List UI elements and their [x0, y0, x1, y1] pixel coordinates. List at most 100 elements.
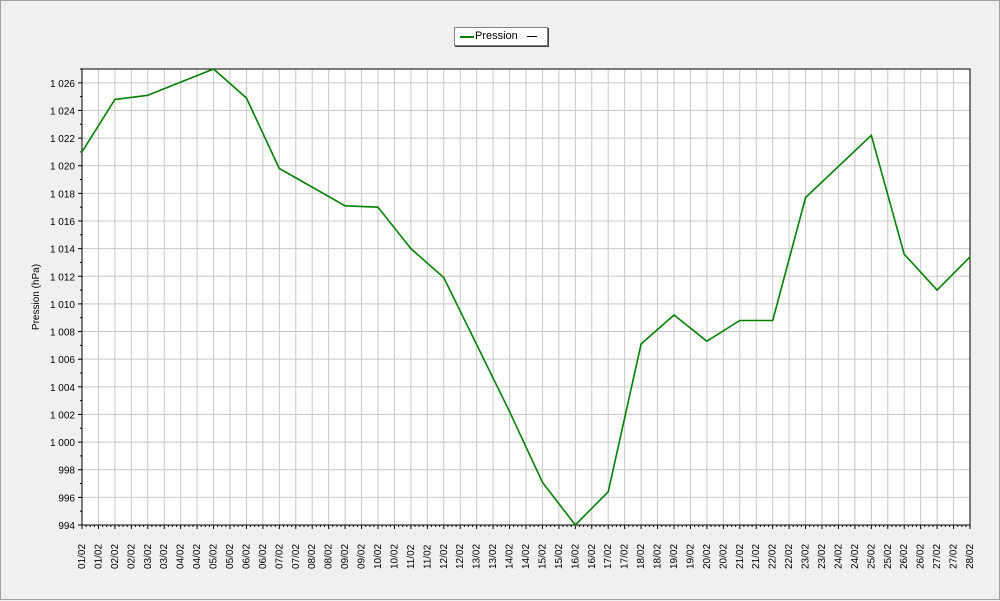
data-point — [212, 68, 215, 70]
x-tick-label: 21/02 — [735, 544, 746, 569]
x-tick-label: 23/02 — [817, 544, 828, 569]
data-point — [114, 98, 116, 101]
x-tick-label: 28/02 — [965, 544, 976, 569]
x-tick-label: 05/02 — [209, 544, 220, 569]
x-tick-label: 08/02 — [307, 544, 318, 569]
x-tick-label: 24/02 — [833, 544, 844, 569]
data-point — [377, 206, 379, 208]
y-tick-label: 1 010 — [50, 300, 75, 311]
x-tick-label: 13/02 — [472, 544, 483, 569]
x-tick-label: 05/02 — [225, 544, 236, 569]
y-tick-label: 1 018 — [50, 189, 75, 200]
data-point — [541, 481, 544, 484]
data-point — [870, 134, 873, 137]
data-point — [903, 253, 905, 255]
x-tick-label: 16/02 — [570, 544, 581, 569]
x-tick-label: 09/02 — [340, 544, 351, 569]
data-point — [607, 491, 609, 493]
x-tick-label: 11/02 — [406, 544, 417, 569]
x-tick-label: 10/02 — [373, 544, 384, 569]
y-tick-label: 996 — [58, 493, 75, 504]
x-tick-label: 17/02 — [603, 544, 614, 569]
y-axis-ticks — [78, 68, 82, 526]
x-tick-label: 15/02 — [554, 544, 565, 569]
data-point — [443, 276, 445, 279]
data-point — [245, 97, 248, 99]
x-axis-tick-labels: 01/02 01/02 02/02 02/02 03/02 03/02 04/02 04/02… — [77, 544, 976, 569]
x-minor-ticks — [81, 525, 971, 529]
data-point — [344, 205, 346, 207]
x-tick-label: 18/02 — [653, 544, 664, 569]
data-point — [410, 247, 412, 250]
legend-dash — [527, 36, 537, 37]
x-tick-label: 07/02 — [291, 544, 302, 569]
x-tick-label: 11/02 — [422, 544, 433, 569]
y-tick-label: 1 026 — [50, 79, 75, 90]
x-tick-label: 25/02 — [883, 544, 894, 569]
legend: Pression — [454, 27, 548, 46]
data-point — [771, 319, 774, 322]
x-tick-label: 03/02 — [159, 544, 170, 569]
x-tick-label: 06/02 — [241, 544, 252, 569]
x-tick-label: 18/02 — [636, 544, 647, 569]
x-tick-label: 23/02 — [801, 544, 812, 569]
data-point — [804, 196, 807, 199]
legend-label-pression: Pression — [475, 30, 518, 42]
data-point — [706, 340, 708, 343]
x-tick-label: 17/02 — [620, 544, 631, 569]
data-point — [936, 289, 938, 291]
x-tick-label: 27/02 — [949, 544, 960, 569]
x-tick-label: 20/02 — [702, 544, 713, 569]
y-tick-label: 1 016 — [50, 217, 75, 228]
x-tick-label: 06/02 — [258, 544, 269, 569]
x-tick-label: 24/02 — [850, 544, 861, 569]
x-tick-label: 19/02 — [685, 544, 696, 569]
x-tick-label: 13/02 — [488, 544, 499, 569]
x-tick-label: 20/02 — [718, 544, 729, 569]
data-point — [147, 94, 149, 97]
data-point — [574, 524, 577, 526]
y-tick-label: 1 020 — [50, 162, 75, 173]
x-tick-label: 04/02 — [192, 544, 203, 569]
x-tick-label: 10/02 — [389, 544, 400, 569]
data-point — [739, 319, 741, 322]
y-tick-label: 1 012 — [50, 272, 75, 283]
series-line-pression — [81, 68, 971, 526]
legend-swatch — [460, 36, 474, 38]
y-tick-label: 1 004 — [50, 383, 75, 394]
y-tick-label: 1 006 — [50, 355, 75, 366]
x-tick-label: 01/02 — [77, 544, 88, 569]
data-point — [673, 314, 675, 316]
data-point — [508, 410, 511, 413]
x-tick-label: 02/02 — [110, 544, 121, 569]
x-tick-label: 22/02 — [768, 544, 779, 569]
x-tick-label: 14/02 — [505, 544, 516, 569]
x-tick-label: 09/02 — [357, 544, 368, 569]
y-axis-tick-labels: 994 996 998 1 000 1 002 1 004 1 006 1 008 1 010 1… — [50, 79, 75, 532]
y-tick-label: 1 014 — [50, 245, 75, 256]
x-tick-label: 14/02 — [521, 544, 532, 569]
data-point — [969, 256, 971, 258]
y-tick-label: 998 — [58, 466, 75, 477]
x-tick-label: 27/02 — [932, 544, 943, 569]
data-point — [278, 167, 281, 170]
y-tick-label: 994 — [58, 521, 75, 532]
y-tick-label: 1 008 — [50, 328, 75, 339]
x-tick-label: 01/02 — [93, 544, 104, 569]
x-tick-label: 19/02 — [669, 544, 680, 569]
data-point — [640, 343, 642, 345]
x-tick-label: 22/02 — [784, 544, 795, 569]
x-tick-label: 26/02 — [916, 544, 927, 569]
x-tick-label: 21/02 — [751, 544, 762, 569]
x-tick-label: 12/02 — [439, 544, 450, 569]
y-tick-label: 1 000 — [50, 438, 75, 449]
x-tick-label: 12/02 — [455, 544, 466, 569]
vertical-gridlines — [97, 69, 955, 525]
data-point — [81, 151, 83, 153]
x-tick-label: 15/02 — [537, 544, 548, 569]
x-tick-label: 16/02 — [587, 544, 598, 569]
x-tick-label: 04/02 — [176, 544, 187, 569]
x-tick-label: 08/02 — [324, 544, 335, 569]
